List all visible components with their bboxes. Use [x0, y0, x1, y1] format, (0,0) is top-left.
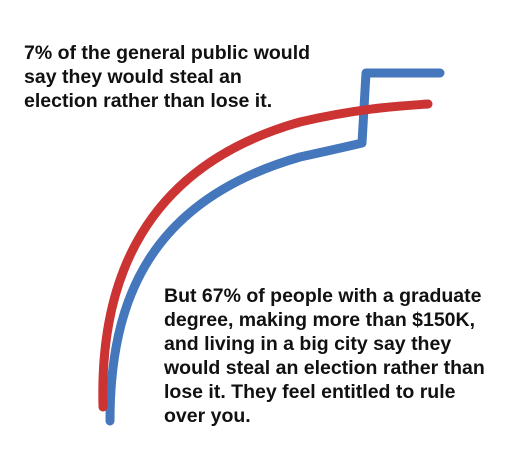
red-curve: [98, 99, 433, 412]
graduate-degree-caption: But 67% of people with a graduate degree…: [164, 285, 485, 427]
general-public-caption: 7% of the general public would say they …: [24, 42, 311, 112]
blue-curve: [105, 68, 445, 426]
